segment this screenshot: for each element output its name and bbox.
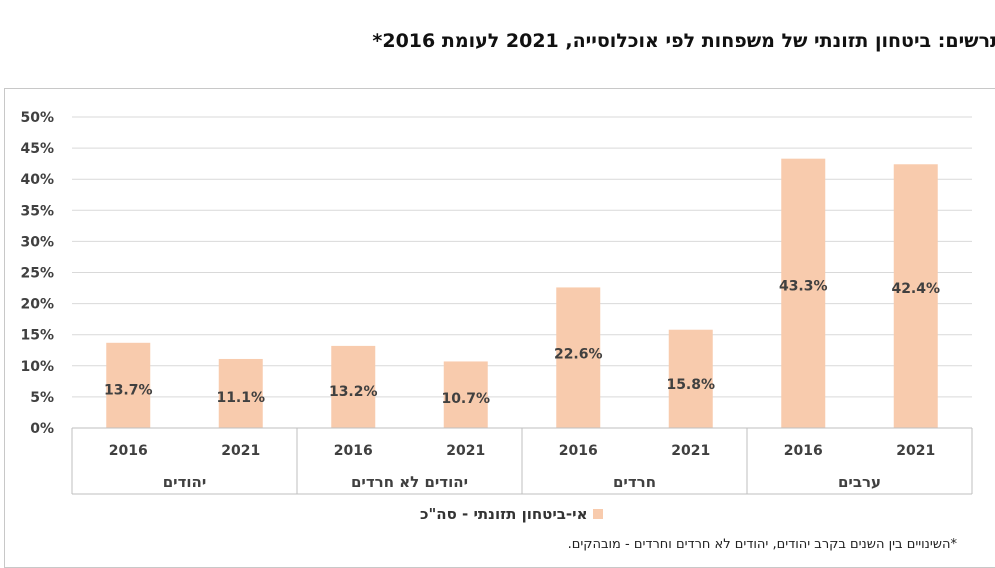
y-tick-label: 5% [30,390,54,406]
data-label: 43.3% [779,278,828,294]
bar [893,164,938,428]
data-label: 13.7% [104,383,153,399]
data-label: 22.6% [554,346,603,362]
y-tick-label: 15% [20,328,54,344]
data-label: 10.7% [441,391,490,407]
bar [218,358,263,428]
legend-label: אי-ביטחון תזונתי - סה"כ [420,505,588,523]
group-label: יהודים [163,473,207,491]
bar [106,342,151,428]
group-label: חרדים [613,473,656,491]
bar [331,345,376,428]
legend-swatch [593,509,604,519]
footnote: *השינויים בין השנים בקרב יהודים, יהודים … [567,537,957,552]
y-tick-label: 30% [20,234,54,250]
y-tick-label: 25% [20,266,54,282]
y-tick-label: 45% [20,141,54,157]
x-tick-label: 2021 [896,443,935,459]
chart-title: תרשים: ביטחון תזונתי של משפחות לפי אוכלו… [372,30,995,52]
bar [781,158,826,428]
x-tick-label: 2016 [559,443,598,459]
y-tick-label: 20% [20,297,54,313]
data-label: 13.2% [329,384,378,400]
x-tick-label: 2016 [784,443,823,459]
data-label: 11.1% [216,390,265,406]
y-tick-label: 10% [20,359,54,375]
data-label: 15.8% [666,377,715,393]
group-label: ערבים [838,473,881,491]
group-label: יהודים לא חרדים [351,473,468,491]
legend: אי-ביטחון תזונתי - סה"כ [420,505,604,523]
data-label: 42.4% [891,281,940,297]
x-tick-label: 2021 [221,443,260,459]
y-tick-label: 40% [20,172,54,188]
bar [443,361,488,428]
bar [668,329,713,428]
bar [556,287,601,428]
y-tick-label: 35% [20,203,54,219]
x-tick-label: 2021 [671,443,710,459]
x-tick-label: 2016 [109,443,148,459]
x-tick-label: 2021 [446,443,485,459]
y-tick-label: 0% [30,421,54,437]
y-tick-label: 50% [20,110,54,126]
x-tick-label: 2016 [334,443,373,459]
